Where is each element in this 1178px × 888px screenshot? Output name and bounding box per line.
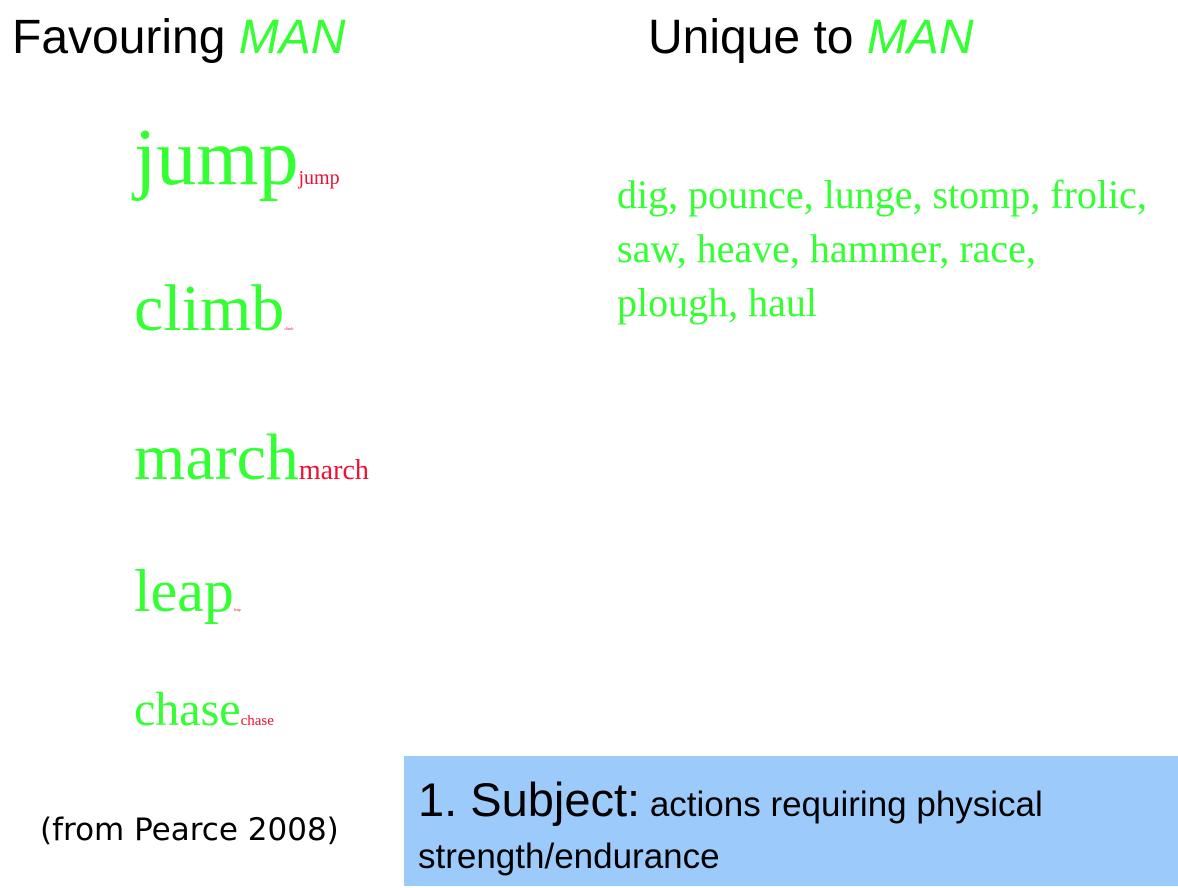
word-large: march	[134, 421, 299, 494]
favouring-word-march: marchmarch	[134, 425, 369, 491]
unique-word-list: dig, pounce, lunge, stomp, frolic, saw, …	[617, 172, 1147, 325]
favouring-word-chase: chasechase	[134, 686, 274, 734]
favouring-heading: Favouring MAN	[12, 10, 345, 66]
unique-heading: Unique to MAN	[648, 10, 973, 66]
word-large: leap	[134, 558, 234, 624]
favouring-word-climb: climbclimb	[134, 276, 293, 342]
citation: (from Pearce 2008)	[40, 812, 339, 848]
subject-callout: 1. Subject: actions requiring physical s…	[404, 756, 1178, 886]
word-large: chase	[134, 683, 241, 736]
unique-heading-accent: MAN	[866, 11, 974, 64]
callout-body: actions requiring physical strength/endu…	[418, 785, 1043, 876]
favouring-heading-accent: MAN	[238, 11, 346, 64]
callout-lead: 1. Subject:	[418, 773, 641, 826]
favouring-word-jump: jumpjump	[134, 118, 340, 198]
unique-heading-prefix: Unique to	[648, 11, 867, 64]
favouring-word-leap: leapleap	[134, 561, 241, 621]
word-large: jump	[134, 114, 299, 202]
favouring-heading-prefix: Favouring	[12, 11, 239, 64]
word-small: jump	[298, 167, 340, 189]
word-large: climb	[134, 272, 285, 345]
word-small: leap	[233, 607, 241, 612]
word-small: march	[298, 455, 369, 486]
word-small: climb	[284, 326, 294, 331]
word-small: chase	[240, 713, 274, 729]
